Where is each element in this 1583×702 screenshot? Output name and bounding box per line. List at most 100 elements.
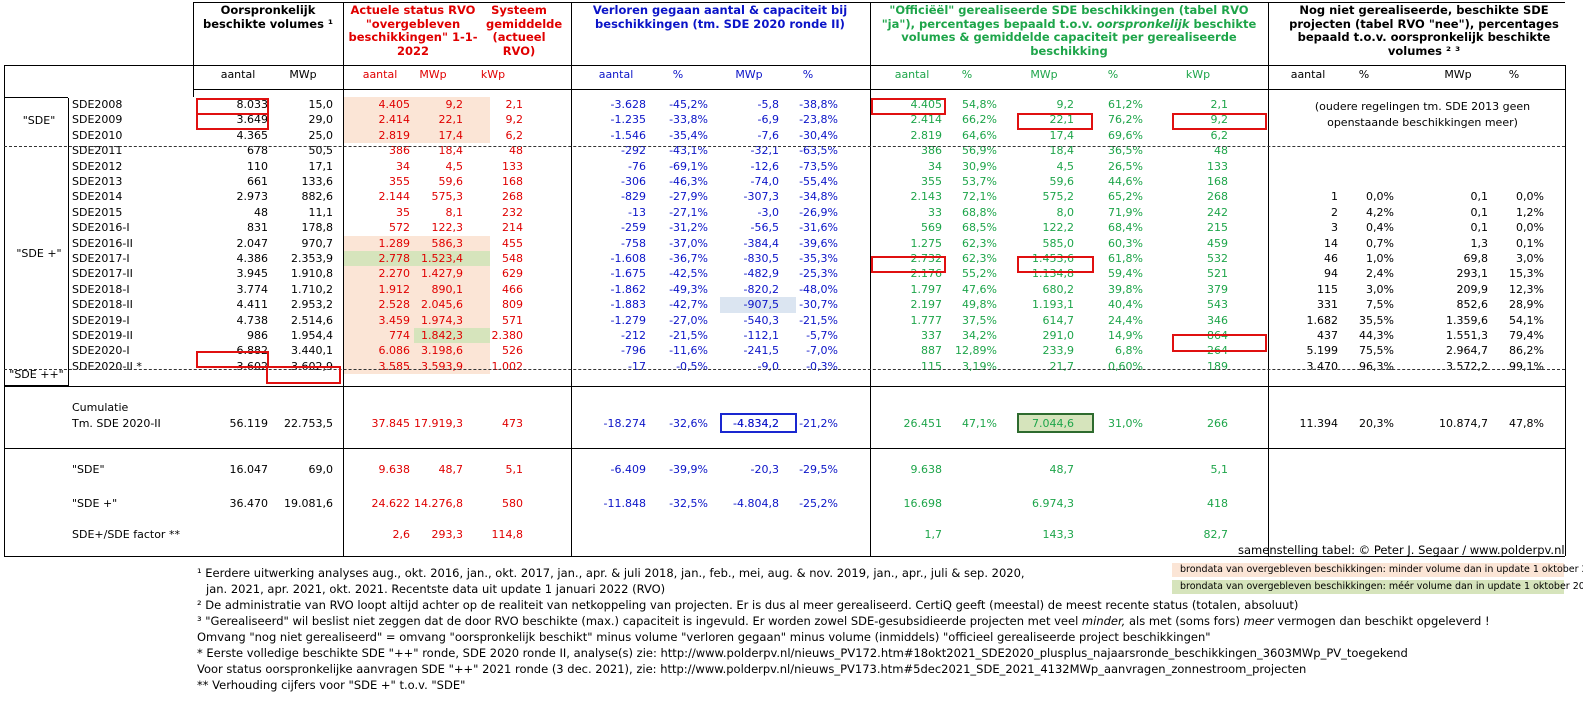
table-cell: 6,8% xyxy=(1115,344,1143,358)
table-cell: 49,8% xyxy=(962,298,997,312)
table-cell: 2 xyxy=(1331,205,1338,219)
highlight-orange-cell xyxy=(414,297,490,313)
table-cell: 1.797 xyxy=(910,282,943,296)
table-cell: 8,0 xyxy=(1056,205,1075,219)
unit-label: MWp xyxy=(1444,68,1472,81)
unit-label: MWp xyxy=(289,68,317,81)
table-cell: 60,3% xyxy=(1108,236,1143,250)
table-cell: 4,5 xyxy=(1056,159,1075,173)
row-label: SDE2018-II xyxy=(72,298,133,312)
table-cell: 0,4% xyxy=(1366,221,1394,235)
table-cell: 2.143 xyxy=(910,190,943,204)
summary-cell: 24.622 xyxy=(371,497,411,510)
table-cell: 386 xyxy=(921,144,942,158)
table-cell: 852,6 xyxy=(1456,298,1489,312)
footnote-7: ** Verhouding cijfers voor "SDE +" t.o.v… xyxy=(197,678,466,692)
table-cell: 2.732 xyxy=(910,252,943,265)
summary-cell: 293,3 xyxy=(431,528,464,541)
summary-cell: 9.638 xyxy=(378,463,411,476)
unit-label: % xyxy=(672,68,684,81)
highlight-blue-cell xyxy=(720,297,796,313)
dashed-line xyxy=(4,369,1565,370)
highlight-orange-cell xyxy=(414,358,490,375)
table-cell: 459 xyxy=(1207,236,1228,250)
table-cell: -540,3 xyxy=(743,313,779,327)
footnote-1a: ¹ Eerdere uitwerking analyses aug., okt.… xyxy=(197,566,1025,580)
cumulatie-cell: -18.274 xyxy=(603,417,646,430)
table-cell: 54,1% xyxy=(1509,313,1544,327)
footnote-6: Voor status oorspronkelijke aanvragen SD… xyxy=(197,662,1307,676)
table-cell: 1 xyxy=(1331,190,1338,204)
table-cell: 59,4% xyxy=(1108,267,1143,281)
table-cell: -35,4% xyxy=(669,128,708,142)
table-cell: 1.427,9 xyxy=(421,267,463,281)
table-cell: 1.193,1 xyxy=(1032,298,1074,312)
table-cell: 50,5 xyxy=(308,144,334,158)
cumulatie-cell: 56.119 xyxy=(229,417,269,430)
table-cell: -13 xyxy=(628,205,646,219)
table-cell: 1,0% xyxy=(1366,252,1394,265)
grid-line xyxy=(193,2,1565,3)
table-cell: 8.033 xyxy=(236,98,269,111)
summary-cell: 14.276,8 xyxy=(414,497,463,510)
table-cell: -3.628 xyxy=(610,98,646,111)
table-cell: 2.964,7 xyxy=(1446,344,1488,358)
table-cell: 0,60% xyxy=(1108,359,1143,373)
unit-label: MWp xyxy=(1030,68,1058,81)
table-cell: 0,1% xyxy=(1516,236,1544,250)
highlight-orange-cell xyxy=(343,112,414,128)
table-cell: 2.270 xyxy=(378,267,411,281)
cumulatie-cell: 473 xyxy=(502,417,523,430)
table-cell: -56,5 xyxy=(750,221,779,235)
table-cell: 5.199 xyxy=(1306,344,1339,358)
table-cell: -7,6 xyxy=(757,128,779,142)
summary-cell: 19.081,6 xyxy=(284,497,333,510)
summary-cell: -11.848 xyxy=(603,497,646,510)
summary-label: "SDE +" xyxy=(72,497,118,510)
table-cell: 68,5% xyxy=(962,221,997,235)
table-cell: 774 xyxy=(389,329,410,342)
table-cell: 2.414 xyxy=(378,113,411,127)
table-cell: 831 xyxy=(247,221,268,235)
legend-orange-swatch xyxy=(1172,563,1564,577)
row-label: SDE2017-I xyxy=(72,252,130,265)
grid-line xyxy=(4,448,1565,449)
table-cell: 1,3 xyxy=(1470,236,1489,250)
table-cell: 18,4 xyxy=(1049,144,1075,158)
header-rvo-status: Actuele status RVO "overgebleven beschik… xyxy=(348,3,478,58)
table-cell: -6,9 xyxy=(757,113,779,127)
table-cell: 48 xyxy=(1214,144,1228,158)
table-cell: 37,5% xyxy=(962,313,997,327)
table-cell: 6,2 xyxy=(1210,128,1229,142)
table-cell: 21,7 xyxy=(1049,359,1075,373)
table-cell: 17,4 xyxy=(438,128,464,142)
table-cell: 882,6 xyxy=(301,190,334,204)
cumulatie-cell: 26.451 xyxy=(903,417,943,430)
table-cell: -43,1% xyxy=(669,144,708,158)
highlight-orange-cell xyxy=(414,343,490,359)
table-cell: 629 xyxy=(502,267,523,281)
unit-label: % xyxy=(802,68,814,81)
unit-label: aantal xyxy=(220,68,256,81)
table-cell: 110 xyxy=(247,159,268,173)
row-label: SDE2012 xyxy=(72,159,123,173)
table-cell: 2.353,9 xyxy=(291,252,333,265)
footnote-3-part: vermogen dan beschikt opgeleverd ! xyxy=(1273,614,1490,628)
table-cell: 1.453,6 xyxy=(1032,252,1074,265)
table-cell: 3.459 xyxy=(378,313,411,327)
table-cell: 61,2% xyxy=(1108,98,1143,111)
table-cell: 571 xyxy=(502,313,523,327)
table-cell: 14,9% xyxy=(1108,329,1143,342)
highlight-box xyxy=(266,366,341,384)
unit-label: aantal xyxy=(362,68,398,81)
header-system-average: Systeem gemiddelde (actueel RVO) xyxy=(486,3,563,58)
table-cell: -5,8 xyxy=(757,98,779,111)
table-cell: -74,0 xyxy=(750,175,779,188)
table-cell: 3 xyxy=(1331,221,1338,235)
table-cell: 4.386 xyxy=(236,252,269,265)
table-cell: -1.546 xyxy=(610,128,646,142)
table-cell: -21,5% xyxy=(669,329,708,342)
grid-line xyxy=(4,386,1565,387)
table-cell: 2.514,6 xyxy=(291,313,333,327)
grid-line xyxy=(343,2,344,556)
